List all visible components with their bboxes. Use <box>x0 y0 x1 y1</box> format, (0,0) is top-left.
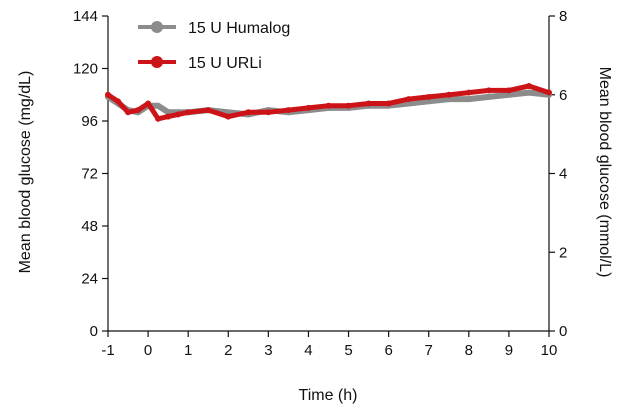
y-axis-title: Mean blood glucose (mg/dL) <box>17 71 34 274</box>
data-point-15-u-urli <box>465 89 472 96</box>
data-point-15-u-humalog <box>525 89 532 96</box>
data-point-15-u-urli <box>265 109 272 116</box>
y2-tick-label: 8 <box>559 8 567 25</box>
legend: 15 U Humalog 15 U URLi <box>138 20 290 72</box>
x-tick-label: -1 <box>101 342 114 359</box>
x-tick-label: 1 <box>184 342 192 359</box>
y2-tick-label: 4 <box>559 166 567 183</box>
y-tick-label: 72 <box>81 166 98 183</box>
data-point-15-u-urli <box>115 98 122 105</box>
data-point-15-u-urli <box>185 109 192 116</box>
data-point-15-u-urli <box>445 91 452 98</box>
data-point-15-u-urli <box>305 104 312 111</box>
data-point-15-u-urli <box>505 87 512 94</box>
data-point-15-u-humalog <box>485 93 492 100</box>
legend-urli-marker <box>151 56 163 68</box>
y2-tick-label: 0 <box>559 323 567 340</box>
data-point-15-u-humalog <box>155 102 162 109</box>
data-point-15-u-urli <box>425 93 432 100</box>
series-layer <box>105 83 552 122</box>
data-point-15-u-urli <box>125 109 132 116</box>
x-tick-label: 7 <box>425 342 433 359</box>
data-point-15-u-urli <box>105 91 111 98</box>
y-tick-label: 24 <box>81 271 98 288</box>
y2-tick-label: 6 <box>559 87 567 104</box>
data-point-15-u-urli <box>245 109 252 116</box>
y2-tick-label: 2 <box>559 244 567 261</box>
x-axis-title: Time (h) <box>299 387 358 404</box>
data-point-15-u-urli <box>135 107 142 114</box>
legend-humalog-marker <box>151 21 163 33</box>
y-tick-label: 0 <box>90 323 98 340</box>
data-point-15-u-urli <box>546 89 552 96</box>
x-tick-label: 6 <box>384 342 392 359</box>
data-point-15-u-urli <box>385 100 392 107</box>
data-point-15-u-urli <box>485 87 492 94</box>
legend-urli-label: 15 U URLi <box>188 55 262 72</box>
y-tick-label: 120 <box>73 61 98 78</box>
data-point-15-u-urli <box>345 102 352 109</box>
data-point-15-u-urli <box>405 96 412 103</box>
data-point-15-u-urli <box>285 107 292 114</box>
data-point-15-u-humalog <box>465 96 472 103</box>
y-tick-label: 144 <box>73 8 98 25</box>
legend-humalog-label: 15 U Humalog <box>188 20 290 37</box>
x-tick-label: 2 <box>224 342 232 359</box>
data-point-15-u-urli <box>365 100 372 107</box>
data-point-15-u-urli <box>525 83 532 89</box>
data-point-15-u-humalog <box>425 98 432 105</box>
data-point-15-u-urli <box>325 102 332 109</box>
data-point-15-u-urli <box>165 113 172 120</box>
x-tick-label: 10 <box>541 342 558 359</box>
x-tick-label: 0 <box>144 342 152 359</box>
y2-axis-title: Mean blood glucose (mmol/L) <box>596 67 613 278</box>
data-point-15-u-urli <box>145 100 152 107</box>
data-point-15-u-urli <box>205 107 212 114</box>
x-tick-label: 9 <box>505 342 513 359</box>
data-point-15-u-urli <box>155 115 162 122</box>
y-tick-label: 48 <box>81 218 98 235</box>
y-tick-label: 96 <box>81 113 98 130</box>
x-tick-label: 4 <box>304 342 312 359</box>
series-line-15-u-urli <box>105 83 552 122</box>
data-point-15-u-urli <box>225 113 232 120</box>
x-tick-label: 5 <box>344 342 352 359</box>
data-point-15-u-humalog <box>505 91 512 98</box>
x-tick-label: 8 <box>465 342 473 359</box>
x-tick-label: 3 <box>264 342 272 359</box>
data-point-15-u-urli <box>175 111 182 118</box>
data-point-15-u-humalog <box>405 100 412 107</box>
data-point-15-u-humalog <box>445 96 452 103</box>
